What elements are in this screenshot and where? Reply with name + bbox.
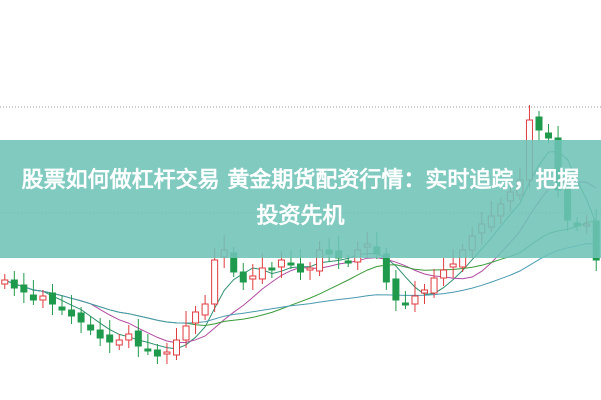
candle-down (535, 116, 543, 131)
candle-up (449, 263, 457, 268)
candle-up (172, 339, 180, 356)
candle-down (401, 302, 409, 306)
candle-down (382, 253, 390, 283)
candle-up (115, 339, 123, 346)
candle-down (344, 260, 352, 264)
candle-down (392, 278, 400, 301)
candle-up (430, 277, 438, 294)
candle-down (106, 334, 114, 343)
candle-down (58, 306, 66, 311)
candle-down (77, 312, 85, 323)
candle-up (421, 289, 429, 294)
candle-up (411, 295, 419, 305)
candle-up (192, 311, 200, 324)
candle-down (287, 262, 295, 266)
ma60-line (4, 243, 597, 324)
candle-down (20, 284, 28, 293)
candle-up (182, 325, 190, 341)
candle-up (125, 333, 133, 341)
candle-down (545, 132, 553, 139)
candle-up (39, 295, 47, 301)
candle-up (306, 267, 314, 271)
candle-down (96, 329, 104, 339)
candle-down (144, 348, 152, 352)
candle-up (163, 351, 171, 355)
candle-down (87, 324, 95, 331)
candle-up (258, 267, 266, 280)
candle-up (1, 279, 9, 285)
candle-down (239, 271, 247, 283)
candle-down (153, 349, 161, 357)
candle-down (134, 330, 142, 347)
candle-down (268, 267, 276, 271)
candle-up (211, 259, 219, 305)
candle-up (440, 269, 448, 279)
article-title: 股票如何做杠杆交易 黄金期货配资行情：实时追踪，把握投资先机 (21, 168, 580, 229)
candle-down (29, 294, 37, 301)
candle-up (249, 275, 257, 280)
candle-down (10, 279, 18, 289)
candle-down (297, 263, 304, 273)
candle-up (201, 303, 209, 316)
title-banner: 股票如何做杠杆交易 黄金期货配资行情：实时追踪，把握投资先机 (0, 140, 601, 258)
candle-down (48, 292, 56, 305)
candle-up (277, 259, 285, 268)
candle-down (68, 309, 76, 317)
